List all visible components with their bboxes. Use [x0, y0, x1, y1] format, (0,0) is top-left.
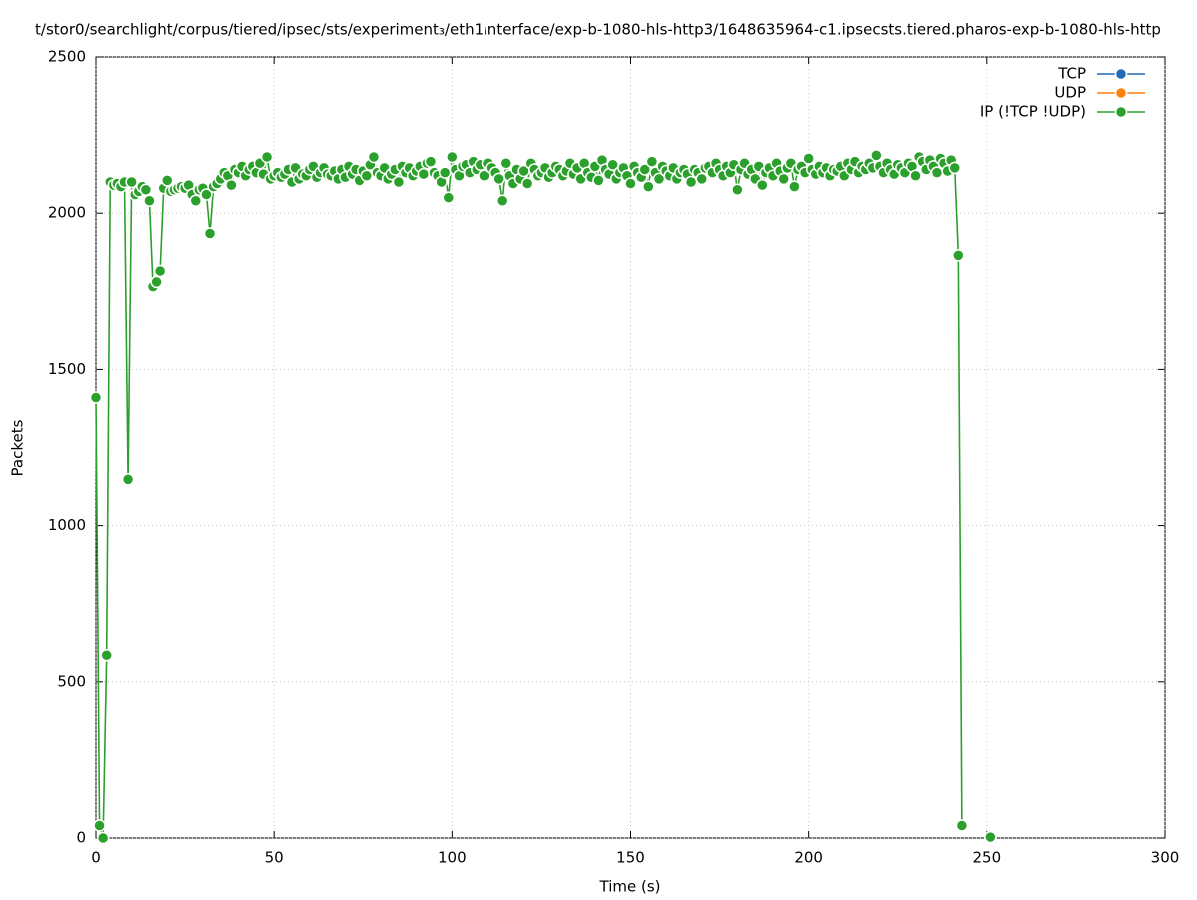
data-point [495, 194, 509, 207]
data-point [150, 275, 163, 289]
x-tick-label: 150 [616, 849, 645, 867]
data-point [438, 166, 452, 179]
x-tick-label: 250 [973, 849, 1002, 867]
data-point [624, 177, 637, 190]
x-tick-label: 0 [91, 849, 101, 867]
data-point [499, 156, 513, 170]
x-tick-label: 50 [265, 849, 284, 867]
data-point [417, 167, 431, 181]
data-point [143, 194, 156, 207]
x-tick-label: 200 [794, 849, 823, 867]
data-point [225, 178, 238, 192]
data-point [139, 183, 153, 197]
data-point [161, 174, 174, 187]
data-point [802, 152, 815, 165]
data-point [89, 391, 103, 404]
legend-marker [1114, 105, 1128, 119]
data-point [777, 172, 790, 186]
series-line [95, 152, 963, 839]
data-point [100, 648, 113, 662]
data-point [592, 174, 605, 187]
data-point [200, 188, 213, 201]
data-point [984, 830, 997, 844]
data-point [93, 819, 106, 832]
chart-title: t/stor0/searchlight/corpus/tiered/ipsec/… [35, 21, 1161, 39]
data-point [684, 175, 698, 189]
data-point [125, 175, 138, 189]
legend-label: IP (!TCP !UDP) [980, 103, 1086, 121]
data-point [153, 264, 167, 278]
x-tick-label: 300 [1151, 849, 1180, 867]
legend-label: TCP [1057, 65, 1086, 83]
data-point [203, 227, 217, 240]
legend-marker [1114, 67, 1128, 81]
data-point [695, 172, 709, 186]
data-point [121, 473, 135, 486]
data-point [930, 166, 944, 179]
data-point [642, 180, 655, 193]
data-point [952, 249, 965, 262]
data-point [360, 169, 374, 182]
y-tick-label: 2000 [48, 204, 86, 222]
y-axis-label: Packets [9, 419, 27, 476]
data-point [756, 178, 769, 192]
y-tick-label: 500 [57, 672, 86, 690]
data-point [392, 175, 406, 189]
data-point [424, 155, 438, 168]
data-point [870, 149, 883, 162]
data-point [948, 161, 962, 175]
data-point [367, 150, 381, 164]
legend-label: UDP [1054, 84, 1086, 102]
data-point [446, 150, 459, 164]
data-point [731, 183, 744, 197]
y-tick-label: 1500 [48, 360, 86, 378]
y-tick-label: 1000 [48, 516, 86, 534]
x-axis-label: Time (s) [599, 878, 661, 896]
y-tick-label: 2500 [48, 48, 86, 66]
y-tick-label: 0 [76, 829, 86, 847]
data-point [909, 169, 922, 182]
data-point [645, 155, 659, 168]
data-point [955, 819, 969, 832]
data-point [442, 191, 456, 204]
data-point [189, 194, 203, 207]
data-point [492, 172, 505, 186]
x-tick-label: 100 [438, 849, 467, 867]
data-point [520, 177, 534, 190]
legend-marker [1114, 86, 1128, 100]
data-point [260, 150, 274, 164]
data-point [96, 831, 110, 845]
data-point [788, 180, 801, 193]
